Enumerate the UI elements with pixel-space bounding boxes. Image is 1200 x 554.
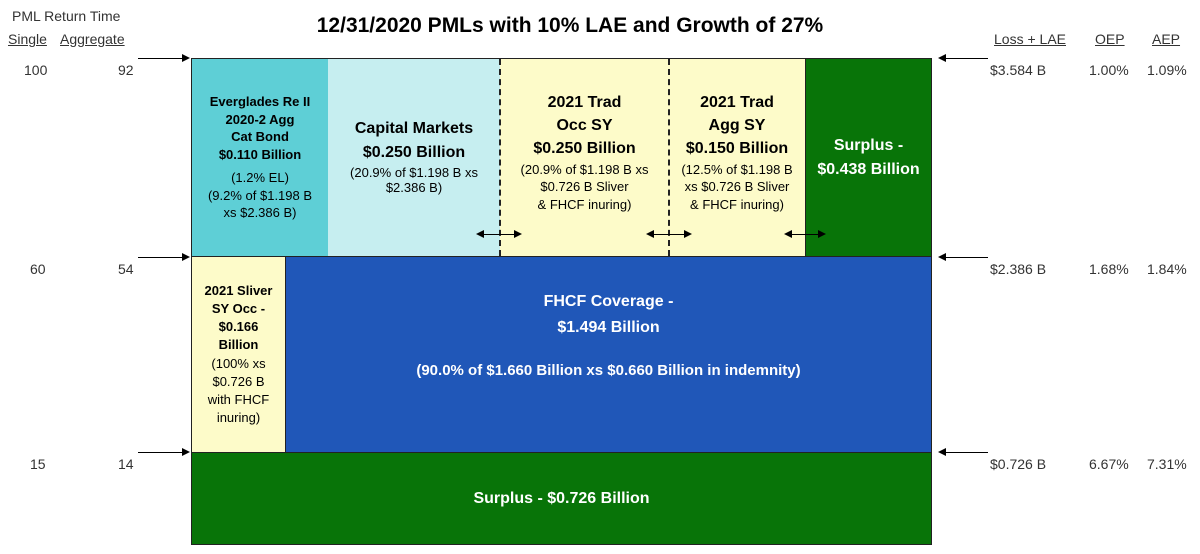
capital-markets-note: (20.9% of $1.198 B xs [350, 165, 478, 180]
double-arrow-line [484, 234, 514, 235]
single-header: Single [8, 31, 47, 47]
row-single-value: 60 [30, 261, 46, 277]
surplus-top-amount: $0.438 Billion [817, 160, 920, 178]
row-aggregate-value: 92 [118, 62, 134, 78]
right-arrowhead-icon [684, 230, 692, 238]
trad-occ-note: (20.9% of $1.198 B xs [520, 161, 649, 177]
oep-header: OEP [1095, 31, 1125, 47]
row-single-value: 100 [24, 62, 48, 78]
left-arrowhead-icon [476, 230, 484, 238]
sliver-note: (100% xs [211, 355, 266, 371]
right-arrow-line [946, 452, 988, 453]
return-time-header: PML Return Time [12, 8, 121, 24]
row-aep-value: 1.09% [1147, 62, 1187, 78]
dashed-divider [668, 59, 670, 256]
row-aggregate-value: 14 [118, 456, 134, 472]
capital-markets-name: Capital Markets [354, 120, 474, 137]
everglades-note: (9.2% of $1.198 B [207, 187, 313, 203]
left-arrowhead-icon [938, 448, 946, 456]
everglades-name-line: Cat Bond [231, 129, 289, 145]
sliver-note: with FHCF [207, 391, 270, 407]
fhcf-note: (90.0% of $1.660 Billion xs $0.660 Billi… [416, 362, 801, 380]
row-loss-value: $3.584 B [990, 62, 1047, 78]
trad-agg-amount: $0.150 Billion [685, 140, 789, 158]
dashed-divider [499, 59, 501, 256]
row-aggregate-value: 54 [118, 261, 134, 277]
sliver-sy-occ-layer: 2021 Sliver SY Occ - $0.166 Billion (100… [191, 256, 286, 453]
trad-occ-name: 2021 Trad [547, 94, 622, 111]
double-arrow-line [792, 234, 818, 235]
trad-agg-sy-layer: 2021 Trad Agg SY $0.150 Billion (12.5% o… [669, 58, 806, 257]
right-arrow-line [946, 257, 988, 258]
everglades-name-line: Everglades Re II [209, 94, 311, 110]
sliver-name: SY Occ - [211, 300, 266, 316]
fhcf-amount: $1.494 Billion [557, 318, 660, 336]
sliver-amount: Billion [218, 337, 259, 353]
right-arrowhead-icon [818, 230, 826, 238]
left-arrow-line [138, 58, 184, 59]
row-oep-value: 1.00% [1089, 62, 1129, 78]
surplus-bottom-label: Surplus - $0.726 Billion [473, 489, 650, 507]
row-loss-value: $2.386 B [990, 261, 1047, 277]
capital-markets-note: $2.386 B) [385, 180, 443, 195]
right-arrowhead-icon [182, 54, 190, 62]
row-aep-value: 1.84% [1147, 261, 1187, 277]
capital-markets-layer: Capital Markets $0.250 Billion (20.9% of… [328, 58, 500, 257]
sliver-name: 2021 Sliver [204, 282, 273, 298]
everglades-note: (1.2% EL) [231, 170, 289, 186]
left-arrowhead-icon [646, 230, 654, 238]
loss-lae-header: Loss + LAE [994, 31, 1066, 47]
diagram-title: 12/31/2020 PMLs with 10% LAE and Growth … [316, 14, 824, 37]
fhcf-label: FHCF Coverage - [543, 293, 674, 310]
everglades-note: xs $2.386 B) [223, 205, 297, 221]
aep-header: AEP [1152, 31, 1181, 47]
trad-agg-name: 2021 Trad [700, 94, 774, 111]
right-arrowhead-icon [514, 230, 522, 238]
right-arrowhead-icon [182, 253, 190, 261]
left-arrowhead-icon [938, 253, 946, 261]
aggregate-header: Aggregate [60, 31, 125, 47]
trad-occ-name: Occ SY [556, 117, 613, 135]
right-arrowhead-icon [182, 448, 190, 456]
trad-agg-note: & FHCF inuring) [690, 196, 784, 212]
surplus-bottom-layer: Surplus - $0.726 Billion [191, 452, 932, 545]
sliver-note: inuring) [216, 410, 261, 426]
left-arrowhead-icon [938, 54, 946, 62]
right-arrow-line [946, 58, 988, 59]
capital-markets-amount: $0.250 Billion [362, 144, 466, 161]
left-arrowhead-icon [784, 230, 792, 238]
surplus-top-label: Surplus - [833, 136, 904, 154]
everglades-name-line: 2020-2 Agg [225, 111, 295, 127]
left-arrow-line [138, 257, 184, 258]
trad-occ-note: $0.726 B Sliver [540, 179, 629, 195]
fhcf-coverage-layer: FHCF Coverage - $1.494 Billion (90.0% of… [285, 256, 932, 453]
trad-occ-sy-layer: 2021 Trad Occ SY $0.250 Billion (20.9% o… [500, 58, 669, 257]
sliver-amount: $0.166 [218, 319, 259, 335]
sliver-note: $0.726 B [212, 373, 265, 389]
left-arrow-line [138, 452, 184, 453]
row-oep-value: 6.67% [1089, 456, 1129, 472]
everglades-amount: $0.110 Billion [218, 146, 302, 162]
row-oep-value: 1.68% [1089, 261, 1129, 277]
trad-agg-note: xs $0.726 B Sliver [684, 179, 790, 195]
trad-agg-note: (12.5% of $1.198 B [681, 161, 793, 177]
trad-occ-amount: $0.250 Billion [533, 140, 636, 158]
everglades-cat-bond-layer: Everglades Re II 2020-2 Agg Cat Bond $0.… [191, 58, 329, 257]
double-arrow-line [654, 234, 684, 235]
trad-agg-name: Agg SY [708, 117, 766, 135]
row-aep-value: 7.31% [1147, 456, 1187, 472]
row-single-value: 15 [30, 456, 46, 472]
trad-occ-note: & FHCF inuring) [537, 196, 632, 212]
surplus-top-layer: Surplus - $0.438 Billion [805, 58, 932, 257]
row-loss-value: $0.726 B [990, 456, 1047, 472]
